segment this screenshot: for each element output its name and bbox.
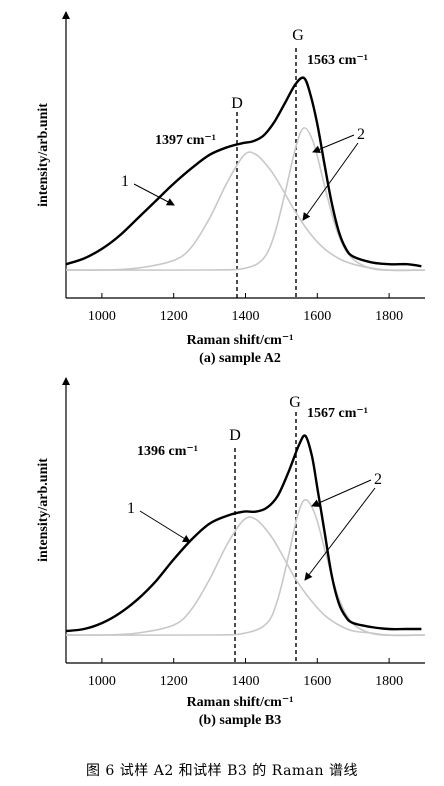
d-peak-position: 1396 cm⁻¹ [137,444,198,459]
g-peak-position: 1563 cm⁻¹ [307,53,368,68]
g-peak-label: G [292,27,304,44]
callout-2-arrow-fit [304,487,376,581]
g-band-fit-line [65,127,426,272]
x-tick-group: 1000 1200 1400 1600 1800 [88,293,403,324]
callout-1: 1 [121,173,129,190]
panel-subtitle: (a) sample A2 [199,351,281,366]
plot-area [65,434,426,637]
x-tick-label: 1600 [303,674,331,689]
x-axis-label: Raman shift/cm⁻¹ [187,333,294,348]
callout-1-arrow [133,183,175,206]
x-tick-label: 1000 [88,309,116,324]
g-band-fit-line [65,498,426,637]
g-peak-position: 1567 cm⁻¹ [307,406,368,421]
x-tick-label: 1600 [303,309,331,324]
x-tick-label: 1200 [160,309,188,324]
x-tick-label: 1800 [375,309,403,324]
panel-a: intensity/arb.unit 1000 1200 1400 1600 1800 … [36,11,426,366]
figure-caption: 图 6 试样 A2 和试样 B3 的 Raman 谱线 [85,763,359,779]
d-peak-label: D [229,427,241,444]
callout-1-arrow [139,510,191,543]
d-band-fit-line [65,516,426,636]
measured-spectrum-line [65,434,422,633]
panel-b: intensity/arb.unit 1000 1200 1400 1600 1800 … [36,377,426,728]
x-tick-label: 1400 [232,309,260,324]
x-tick-label: 1400 [232,674,260,689]
y-axis-label: intensity/arb.unit [36,458,51,562]
d-peak-position: 1397 cm⁻¹ [155,133,216,148]
callout-2-arrow-measured [311,479,372,507]
x-tick-group: 1000 1200 1400 1600 1800 [88,658,403,689]
d-peak-label: D [231,95,243,112]
callout-2: 2 [357,126,365,143]
callout-2-arrow-fit [302,142,359,221]
x-axis-label: Raman shift/cm⁻¹ [187,695,294,710]
callout-2-arrow-measured [312,134,355,154]
callout-1: 1 [127,500,135,517]
measured-spectrum-line [65,76,422,268]
plot-area [65,76,426,272]
callout-2: 2 [374,471,382,488]
x-tick-label: 1000 [88,674,116,689]
g-peak-label: G [289,394,301,411]
panel-subtitle: (b) sample B3 [199,713,281,728]
x-tick-label: 1800 [375,674,403,689]
y-axis-label: intensity/arb.unit [36,103,51,207]
x-tick-label: 1200 [160,674,188,689]
d-band-fit-line [65,151,426,271]
